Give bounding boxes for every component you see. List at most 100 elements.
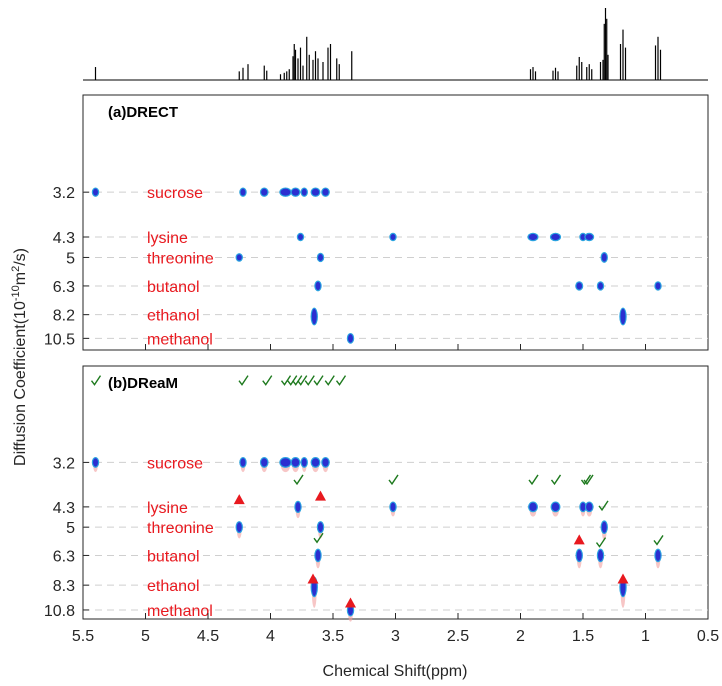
peak-23-core [348, 605, 353, 616]
peak-15 [316, 252, 325, 263]
peak-2 [259, 187, 269, 197]
peak-18 [575, 281, 584, 291]
peak-9-core [390, 233, 396, 240]
y-tick-label-4: 8.2 [53, 308, 75, 325]
compound-label-sucrose: sucrose [147, 185, 203, 202]
peak-13-core [585, 233, 593, 240]
peak-4 [290, 187, 301, 197]
peak-12-core [580, 502, 586, 512]
peak-15-core [318, 253, 323, 261]
peak-14-core [236, 522, 242, 533]
y-tick-label-1: 4.3 [53, 500, 75, 517]
check-mark-4 [287, 375, 298, 386]
x-tick-label-6: 2.5 [447, 628, 469, 645]
peak-0 [91, 187, 100, 197]
peak-18-core [576, 282, 583, 290]
panel-b-markers [90, 375, 664, 608]
peak-5-core [301, 458, 307, 467]
x-axis-label: Chemical Shift(ppm) [323, 663, 468, 680]
y-tick-label-0: 3.2 [53, 455, 75, 472]
peak-12-core [580, 233, 586, 240]
triangle-marker-3 [307, 573, 319, 584]
peak-10-core [529, 502, 537, 512]
peak-9 [389, 232, 397, 242]
check-mark-8 [313, 375, 324, 386]
compound-label-ethanol: ethanol [147, 578, 200, 595]
peak-20 [654, 548, 662, 569]
triangle-marker-2 [573, 534, 585, 545]
peak-15-core [318, 522, 323, 533]
peak-0-core [93, 458, 98, 467]
triangle-marker-1 [315, 490, 326, 501]
y-tick-label-3: 6.3 [53, 548, 75, 565]
y-tick-label-3: 6.3 [53, 279, 75, 296]
peak-11-core [551, 502, 560, 512]
peak-7-core [322, 458, 329, 467]
triangle-marker-4 [617, 573, 629, 584]
peak-23-core [348, 334, 353, 343]
peak-7-core [322, 188, 329, 196]
y-axis-label-part3: /s) [12, 248, 29, 266]
peak-20 [654, 281, 662, 291]
peak-2-core [261, 188, 268, 196]
peak-7 [321, 187, 330, 197]
y-tick-label-0: 3.2 [53, 185, 75, 202]
y-tick-label-5: 10.8 [44, 603, 75, 620]
peak-22-core [620, 308, 626, 325]
peak-4 [290, 457, 301, 473]
y-tick-label-5: 10.5 [44, 331, 75, 348]
x-tick-label-8: 1.5 [572, 628, 594, 645]
peak-8 [296, 232, 305, 242]
peak-20-core [655, 549, 661, 562]
y-tick-label-2: 5 [66, 250, 75, 267]
peak-13 [584, 501, 594, 517]
peak-10 [527, 232, 539, 242]
peak-4-core [291, 188, 300, 196]
peak-11-core [551, 233, 560, 241]
peak-6-core [311, 458, 320, 467]
x-tick-label-10: 0.5 [697, 628, 719, 645]
peak-11 [550, 501, 561, 517]
peak-20-core [655, 282, 661, 290]
peak-13 [584, 232, 595, 242]
peak-2-core [261, 458, 268, 467]
peak-0-core [93, 188, 98, 196]
peak-1 [239, 187, 247, 197]
compound-label-threonine: threonine [147, 250, 214, 267]
y-axis-label-exp: -10 [10, 285, 22, 301]
panel-b-label: (b)DReaM [108, 375, 178, 392]
peak-19-core [598, 282, 603, 290]
peak-21-core [311, 308, 317, 325]
y-axis-label: Diffusion Coefficient(10-10m2/s) [10, 248, 29, 466]
check-mark-2 [262, 375, 273, 386]
check-mark-9 [324, 375, 335, 386]
peak-5 [300, 187, 308, 197]
peak-19 [596, 548, 605, 569]
panel-a-compound-labels: sucrose lysine threonine butanol ethanol meth… [147, 185, 214, 348]
peak-1-core [240, 188, 246, 196]
panel-b-y-ticks: 3.2 4.3 5 6.3 8.3 10.8 [44, 455, 89, 620]
peak-12 [579, 232, 587, 242]
panel-b: sucrose lysine threonine butanol ethanol meth… [44, 365, 709, 622]
peak-19 [596, 281, 605, 291]
compound-label-sucrose: sucrose [147, 455, 203, 472]
panel-a: sucrose lysine threonine butanol ethanol meth… [44, 94, 709, 351]
peak-5 [300, 457, 308, 473]
x-tick-label-5: 3 [391, 628, 400, 645]
peak-3-core [280, 188, 291, 196]
peak-16-core [601, 521, 607, 533]
compound-label-methanol: methanol [147, 603, 213, 620]
panel-a-peaks [91, 187, 662, 344]
peak-4-core [291, 458, 300, 467]
y-tick-label-2: 5 [66, 520, 75, 537]
check-mark-11 [293, 474, 304, 486]
peak-17-core [315, 549, 321, 562]
compound-label-threonine: threonine [147, 520, 214, 537]
peak-0 [91, 457, 100, 473]
check-mark-18 [313, 532, 324, 544]
peak-8 [294, 500, 302, 519]
check-mark-3 [280, 375, 292, 386]
check-mark-15 [580, 474, 592, 486]
x-tick-label-2: 4.5 [197, 628, 219, 645]
